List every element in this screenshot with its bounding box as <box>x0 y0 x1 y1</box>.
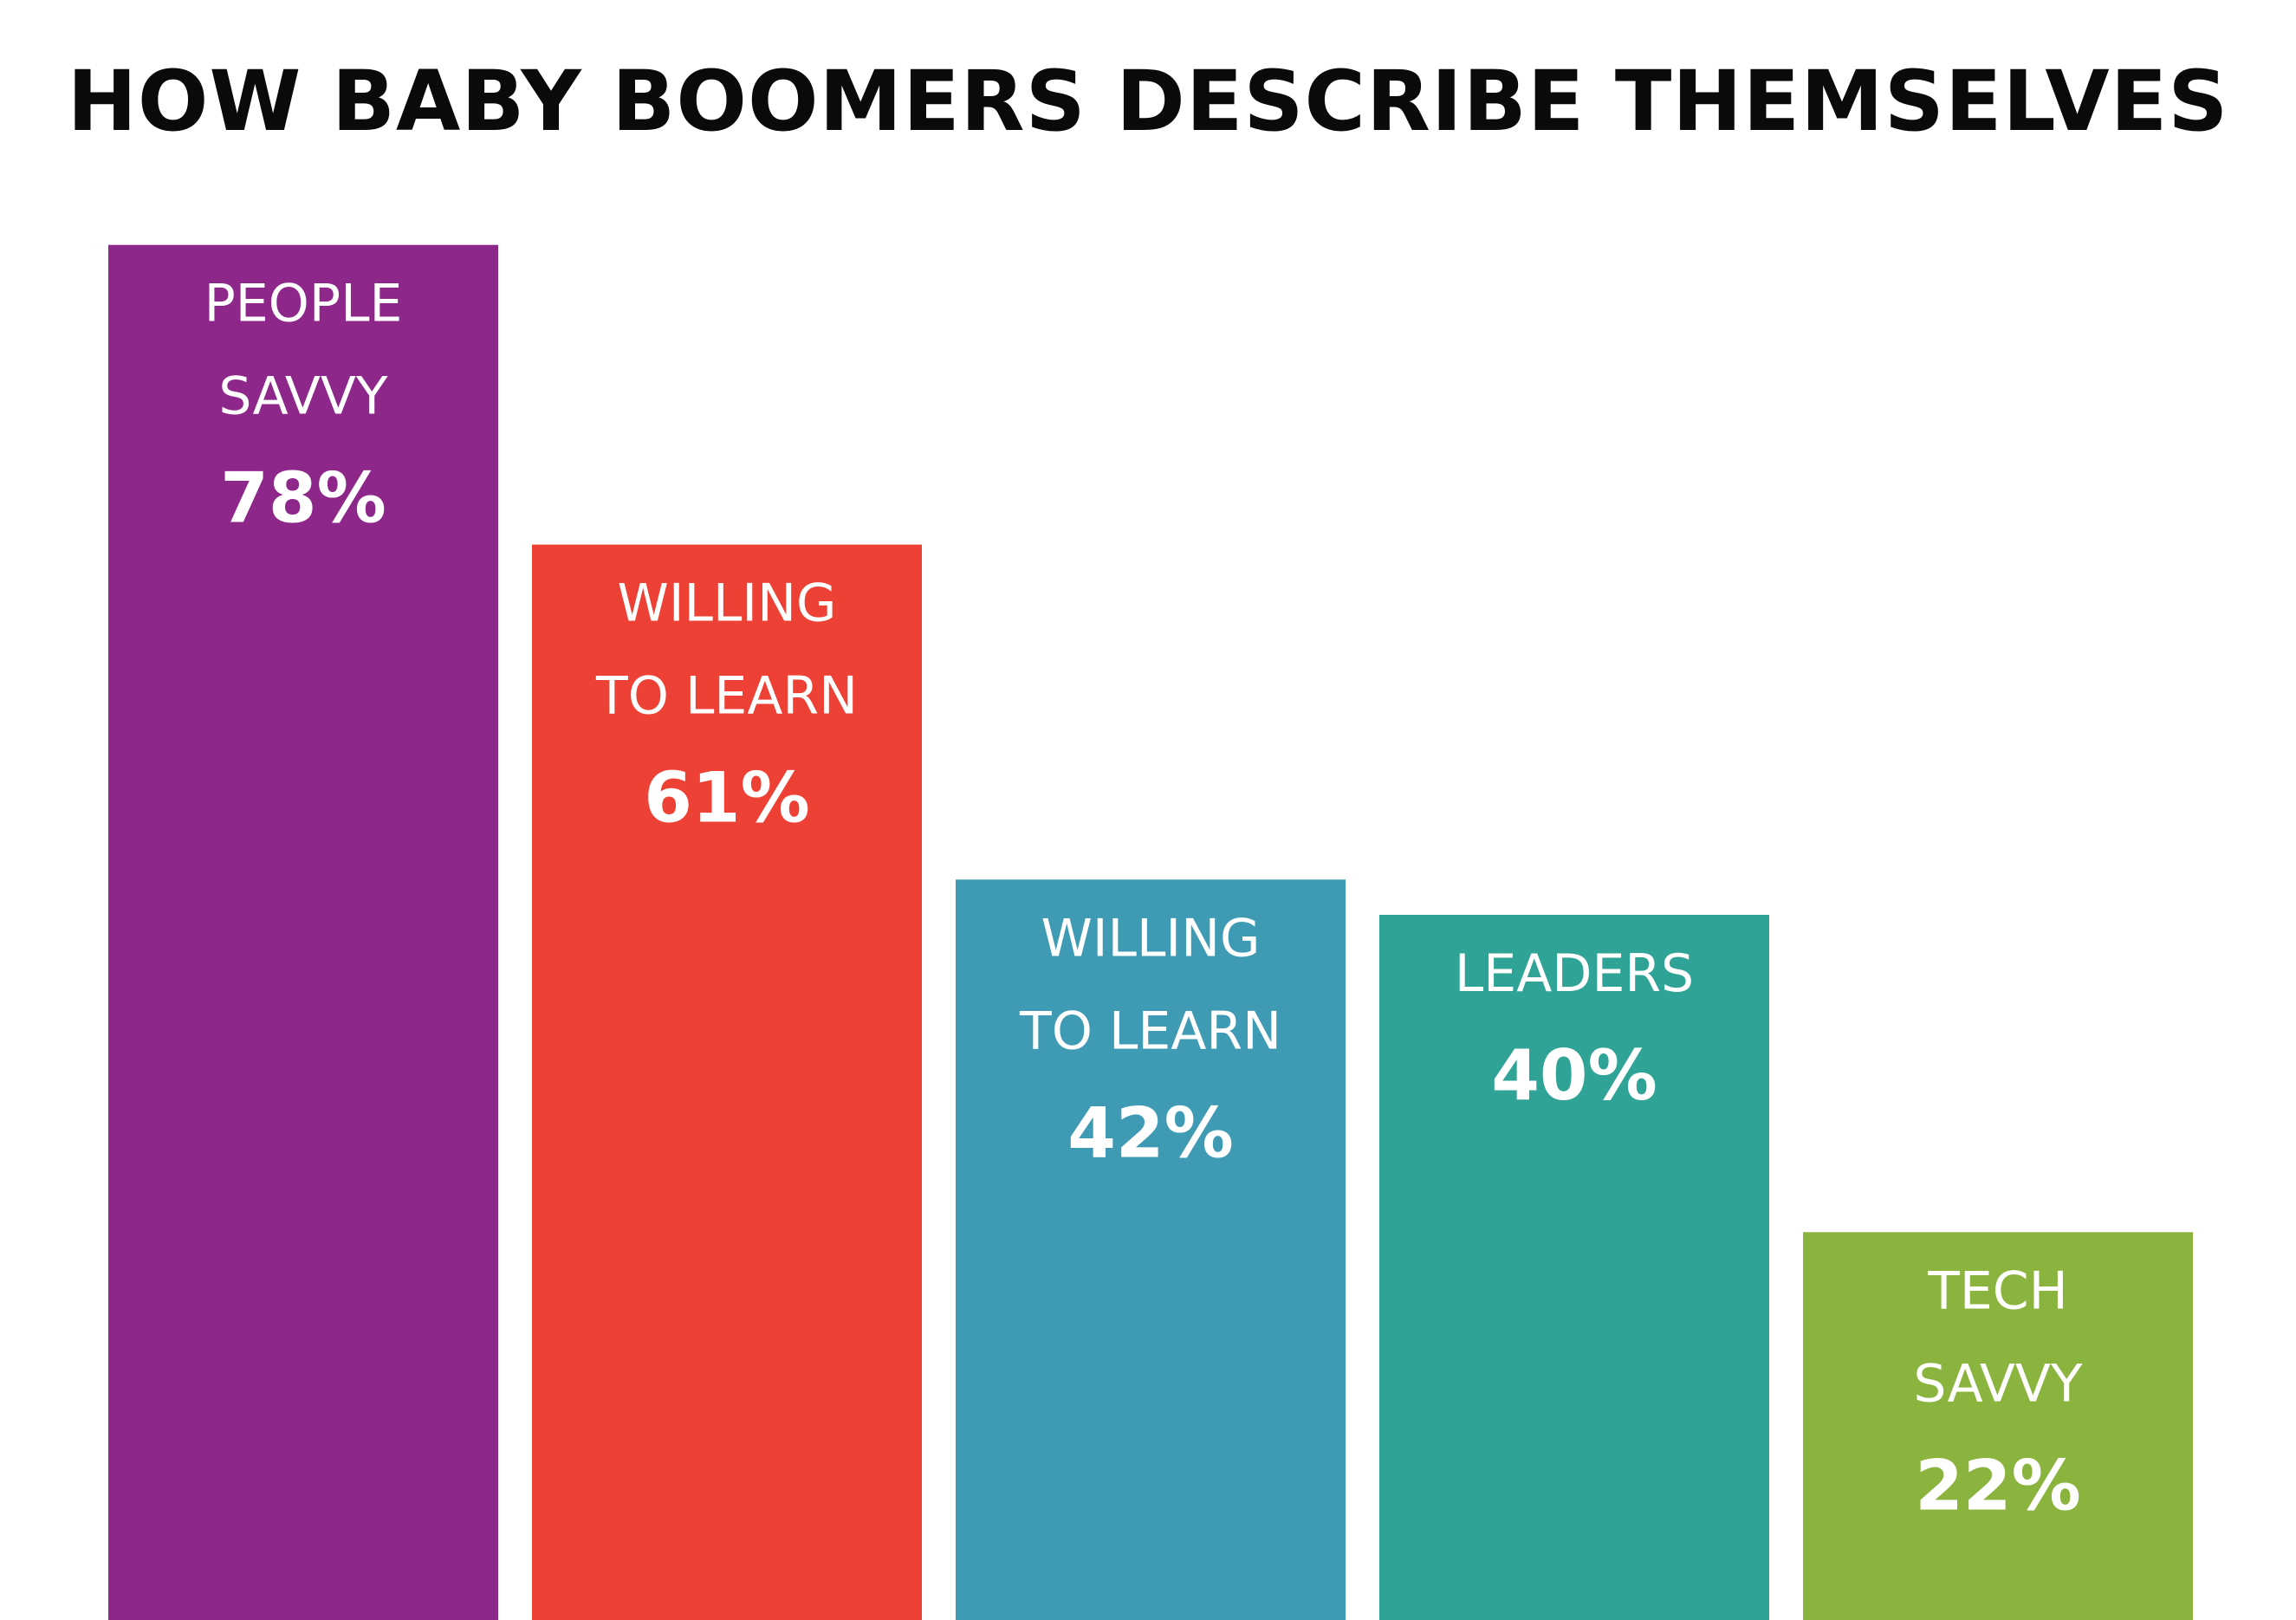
bar-2-value-label: 61% <box>644 758 809 839</box>
bar-4-label-line-1: LEADERS <box>1455 943 1694 1004</box>
bar-3-label-line-2: TO LEARN <box>1019 1001 1281 1061</box>
bar-1 <box>108 244 498 1620</box>
bar-5-value-label: 22% <box>1915 1445 2080 1526</box>
bar-3 <box>956 879 1346 1620</box>
bar-1-value-label: 78% <box>220 458 386 539</box>
bar-2-label-line-2: TO LEARN <box>595 666 858 727</box>
bar-3-label-line-1: WILLING <box>1041 908 1261 969</box>
bar-4 <box>1379 915 1769 1620</box>
bar-1-label-line-2: SAVVY <box>218 366 387 427</box>
bar-3-value-label: 42% <box>1067 1092 1233 1173</box>
bar-1-label-line-1: PEOPLE <box>204 274 403 334</box>
bar-4-value-label: 40% <box>1491 1035 1657 1116</box>
bar-5-label-line-2: SAVVY <box>1913 1353 2082 1414</box>
bar-5 <box>1803 1232 2193 1620</box>
bar-5-label-line-1: TECH <box>1927 1260 2068 1321</box>
bar-2-label-line-1: WILLING <box>618 573 837 634</box>
chart-title: HOW BABY BOOMERS DESCRIBE THEMSELVES <box>67 53 2229 150</box>
bar-2 <box>532 544 922 1620</box>
